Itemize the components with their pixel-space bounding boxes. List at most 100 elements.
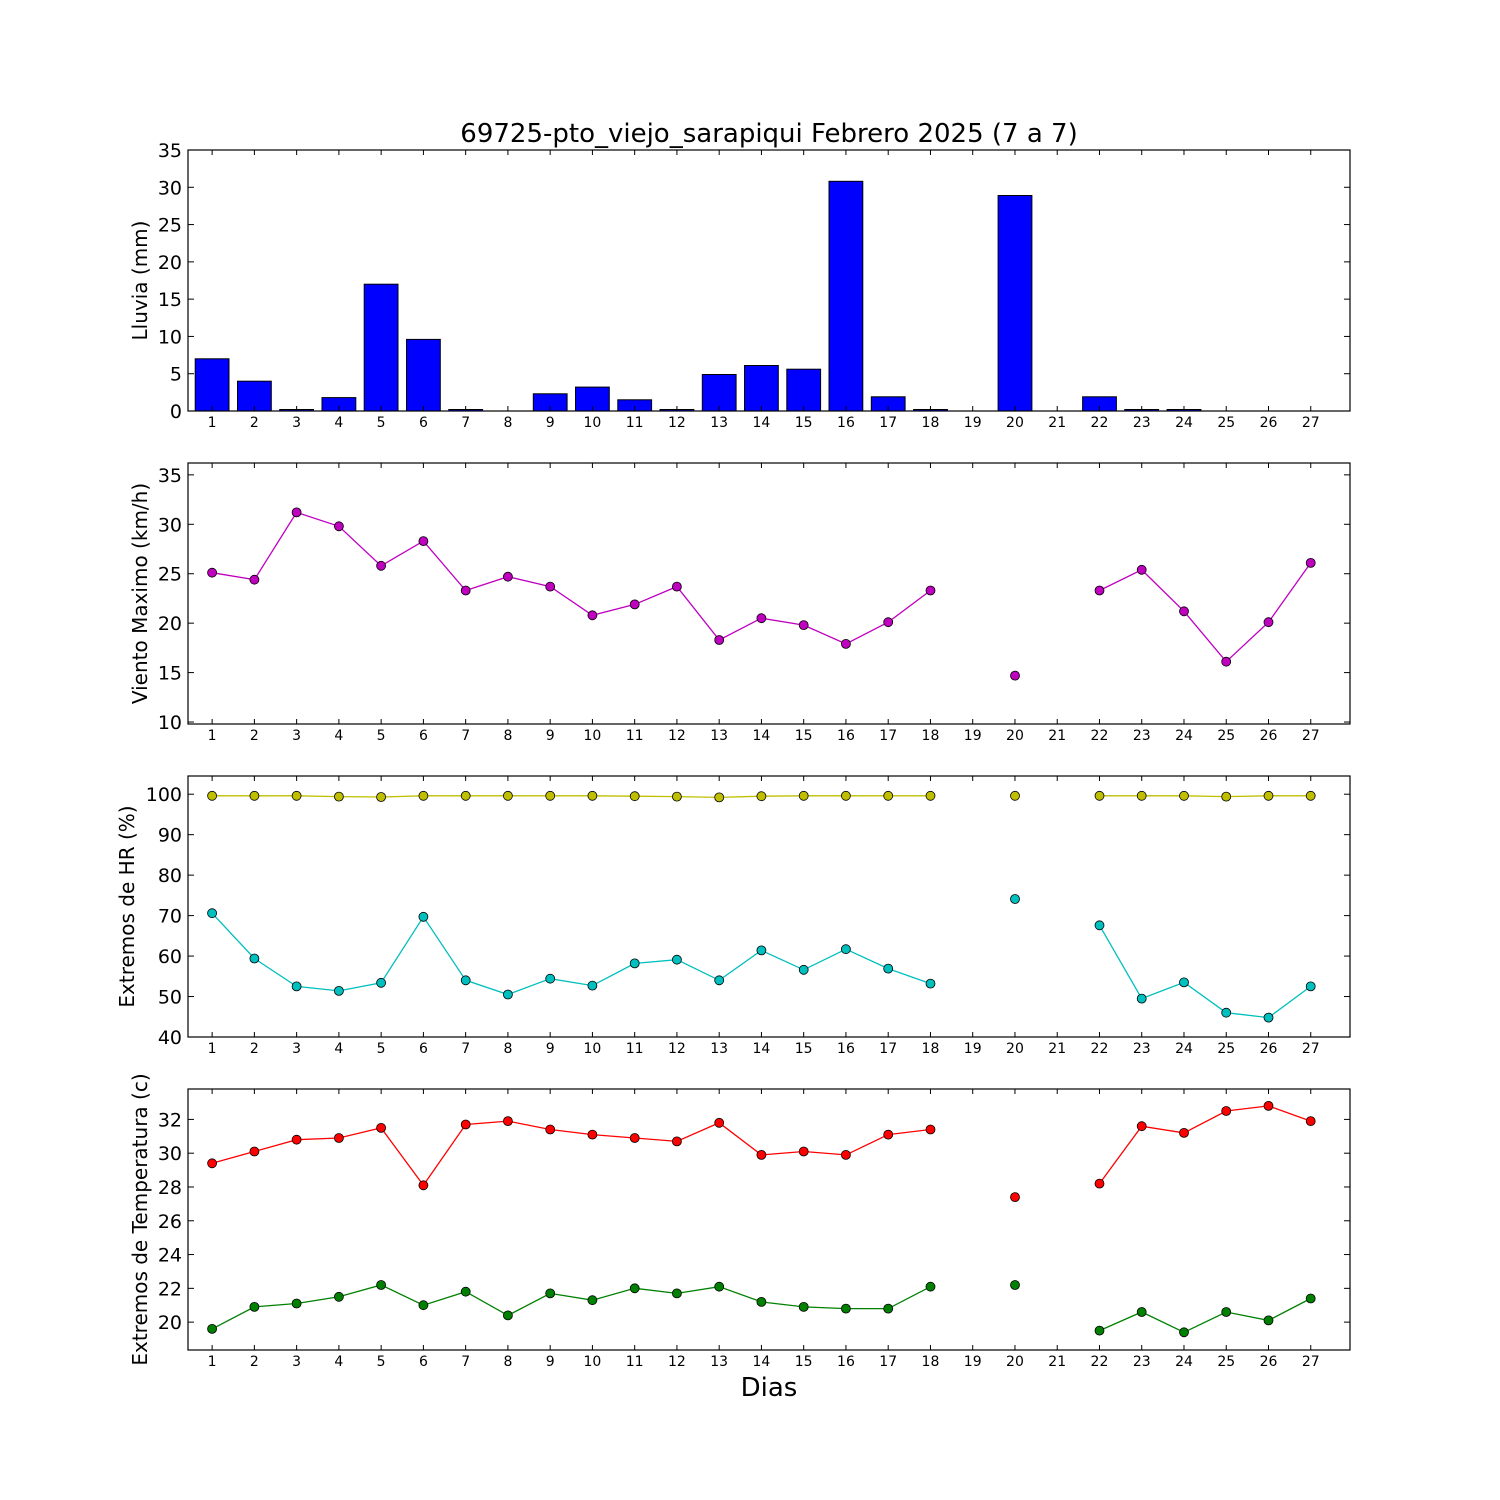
ytick-label: 90: [158, 825, 182, 847]
xtick-label: 15: [795, 1354, 813, 1370]
point-series-2-day-20: [1010, 1280, 1020, 1290]
series-1-line: [211, 1120, 931, 1187]
point-series-2-day-26: [1263, 1315, 1274, 1326]
xtick-label: 26: [1260, 728, 1278, 744]
ytick-label: 25: [158, 215, 182, 237]
ytick-label: 20: [158, 613, 182, 635]
xtick-label: 19: [964, 1354, 982, 1370]
xtick-label: 22: [1091, 1041, 1109, 1057]
ytick-label: 26: [158, 1211, 182, 1233]
point-series-2-day-10: [587, 1295, 598, 1306]
ytick-label: 30: [158, 514, 182, 536]
xtick-label: 8: [503, 1041, 512, 1057]
point-series-2-day-12: [672, 954, 682, 965]
point-series-2-day-23: [1136, 1307, 1147, 1317]
ytick-label: 0: [170, 401, 182, 423]
point-series-1-day-18: [925, 1124, 936, 1135]
point-series-2-day-4: [333, 1291, 344, 1302]
xtick-label: 24: [1175, 728, 1193, 744]
point-series-1-day-2: [249, 574, 260, 585]
ytick-label: 60: [158, 946, 182, 968]
xtick-label: 17: [879, 415, 897, 431]
point-series-1-day-27: [1305, 1116, 1316, 1126]
xtick-label: 4: [334, 1354, 343, 1370]
bar-day-20: [997, 195, 1033, 412]
point-series-2-day-24: [1179, 977, 1189, 988]
point-series-1-day-24: [1179, 606, 1189, 617]
xtick-label: 22: [1091, 415, 1109, 431]
ytick-label: 15: [158, 289, 182, 311]
ytick-label: 32: [158, 1109, 182, 1131]
point-series-2-day-7: [460, 975, 471, 986]
xtick-label: 1: [208, 415, 217, 431]
point-series-1-day-20: [1010, 670, 1020, 681]
xtick-label: 9: [546, 728, 555, 744]
y-axis-label: Extremos de HR (%): [115, 805, 139, 1007]
chart-title: 69725-pto_viejo_sarapiqui Febrero 2025 (…: [460, 119, 1077, 149]
xtick-label: 16: [837, 1354, 855, 1370]
xtick-label: 16: [837, 728, 855, 744]
point-series-2-day-17: [883, 963, 894, 974]
point-series-1-day-27: [1305, 790, 1316, 801]
point-series-2-day-15: [798, 964, 809, 975]
point-series-2-day-13: [714, 1281, 725, 1292]
xtick-label: 5: [377, 415, 386, 431]
point-series-1-day-9: [545, 1124, 556, 1135]
xtick-label: 20: [1006, 1354, 1024, 1370]
series-2-line: [211, 912, 931, 996]
point-series-1-day-26: [1263, 617, 1274, 628]
xtick-label: 24: [1175, 415, 1193, 431]
xtick-label: 1: [208, 728, 217, 744]
point-series-2-day-22: [1094, 1325, 1105, 1336]
xtick-label: 3: [292, 1041, 301, 1057]
xtick-label: 19: [964, 415, 982, 431]
ytick-label: 20: [158, 252, 182, 274]
ytick-label: 15: [158, 663, 182, 685]
point-series-1-day-14: [756, 1150, 767, 1160]
xtick-label: 7: [461, 415, 470, 431]
point-series-2-day-14: [756, 945, 767, 956]
point-series-2-day-12: [672, 1288, 682, 1299]
xtick-label: 5: [377, 1354, 386, 1370]
xtick-label: 15: [795, 1041, 813, 1057]
xtick-label: 14: [753, 1041, 771, 1057]
ytick-label: 40: [158, 1027, 182, 1049]
x-axis-label: Dias: [741, 1373, 798, 1403]
xtick-label: 21: [1048, 1041, 1066, 1057]
point-series-1-day-10: [587, 610, 598, 621]
xtick-label: 15: [795, 415, 813, 431]
xtick-label: 14: [753, 415, 771, 431]
xtick-label: 22: [1091, 728, 1109, 744]
xtick-label: 6: [419, 728, 428, 744]
point-series-2-day-17: [883, 1303, 894, 1314]
axes-frame: [187, 775, 1351, 1038]
xtick-label: 18: [922, 728, 940, 744]
point-series-2-day-11: [629, 1283, 640, 1294]
series-1-line: [1099, 795, 1311, 798]
series-1-line: [212, 795, 931, 799]
point-series-2-day-27: [1305, 981, 1316, 992]
point-series-1-day-7: [460, 790, 471, 801]
point-series-1-day-22: [1094, 790, 1105, 801]
xtick-label: 8: [503, 728, 512, 744]
point-series-1-day-23: [1136, 564, 1147, 575]
xtick-label: 11: [626, 1354, 644, 1370]
series-2-line: [211, 1284, 931, 1330]
point-series-1-day-13: [714, 792, 725, 803]
point-series-1-day-26: [1263, 1101, 1274, 1111]
xtick-label: 4: [334, 1041, 343, 1057]
xtick-label: 17: [879, 1041, 897, 1057]
ytick-label: 80: [158, 865, 182, 887]
point-series-1-day-25: [1221, 1106, 1232, 1116]
bar-day-13: [701, 374, 737, 412]
xtick-label: 7: [461, 728, 470, 744]
bar-day-6: [406, 338, 441, 412]
xtick-label: 17: [879, 1354, 897, 1370]
point-series-2-day-9: [545, 973, 556, 984]
xtick-label: 13: [710, 1354, 728, 1370]
xtick-label: 6: [419, 1354, 428, 1370]
point-series-1-day-22: [1094, 1178, 1105, 1189]
